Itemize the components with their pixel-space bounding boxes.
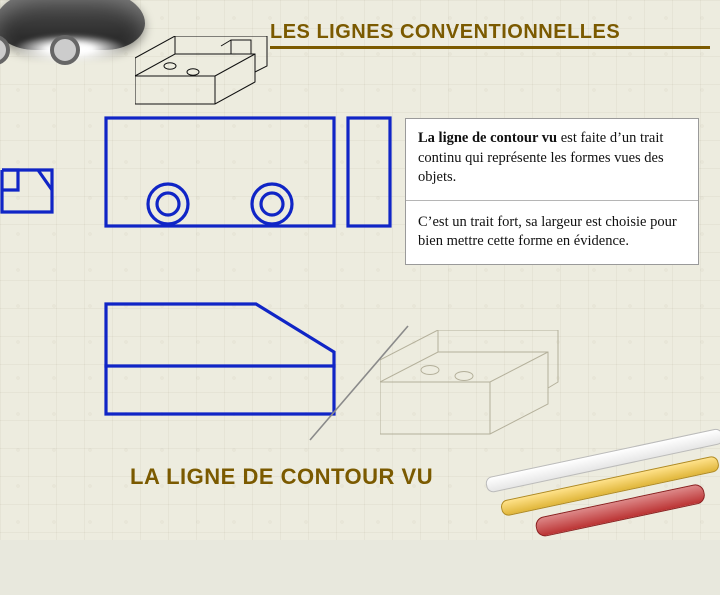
callout-paragraph-1: La ligne de contour vu est faite d’un tr…: [418, 129, 686, 188]
callout-divider: [406, 200, 698, 201]
explanation-callout: La ligne de contour vu est faite d’un tr…: [405, 118, 699, 265]
callout-pointer: [300, 320, 500, 460]
callout-paragraph-2: C’est un trait fort, sa largeur est choi…: [418, 213, 686, 252]
callout-bold: La ligne de contour vu: [418, 130, 557, 146]
figure-caption: LA LIGNE DE CONTOUR VU: [130, 464, 433, 490]
isometric-wireframe-top: [135, 36, 285, 106]
tiny-side-view: [0, 168, 58, 214]
page-title: LES LIGNES CONVENTIONNELLES: [270, 8, 710, 49]
